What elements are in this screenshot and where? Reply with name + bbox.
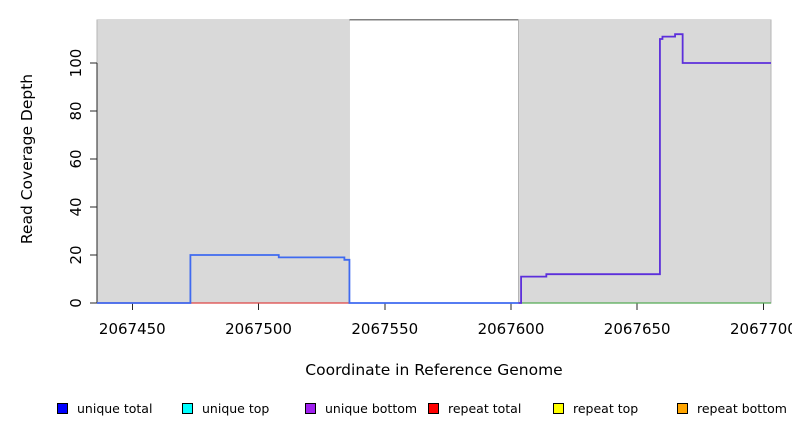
legend-swatch-repeat-total [428, 402, 439, 414]
legend-label: unique bottom [325, 400, 418, 416]
y-tick-label: 60 [67, 149, 85, 168]
legend-label: unique total [77, 400, 153, 416]
gap-region-middle [349, 19, 519, 304]
legend-swatch-unique-bottom [305, 402, 316, 414]
legend-label: unique top [202, 400, 270, 416]
legend-swatch-repeat-top [553, 402, 564, 414]
x-tick-label: 2067550 [351, 320, 418, 338]
legend-swatch-unique-top [182, 402, 193, 414]
y-tick-label: 80 [67, 101, 85, 120]
legend-item-unique-bottom: unique bottom [305, 397, 417, 419]
legend: unique total unique top unique bottom repea… [0, 397, 792, 421]
legend-label: repeat bottom [697, 400, 787, 416]
legend-item-unique-top: unique top [182, 397, 269, 419]
y-tick-label: 100 [67, 49, 85, 78]
legend-label: repeat total [448, 400, 522, 416]
y-tick-label: 0 [67, 298, 85, 308]
series-line-unique-total [97, 254, 519, 304]
x-tick-label: 2067700 [730, 320, 792, 338]
x-tick-label: 2067650 [604, 320, 671, 338]
x-tick-label: 2067450 [99, 320, 166, 338]
legend-swatch-repeat-bottom [677, 402, 688, 414]
legend-item-unique-total: unique total [57, 397, 152, 419]
legend-item-repeat-bottom: repeat bottom [677, 397, 787, 419]
legend-label: repeat top [573, 400, 639, 416]
x-tick-label: 2067600 [478, 320, 545, 338]
y-tick-label: 40 [67, 197, 85, 216]
x-axis-label: Coordinate in Reference Genome [305, 361, 563, 379]
legend-swatch-unique-total [57, 402, 68, 414]
y-tick-label: 20 [67, 245, 85, 264]
coverage-plot: 2067450 2067500 2067550 2067600 2067650 20677… [67, 19, 792, 338]
legend-item-repeat-total: repeat total [428, 397, 521, 419]
unique-region-left [96, 19, 350, 304]
y-axis-label: Read Coverage Depth [18, 73, 36, 245]
x-tick-label: 2067500 [225, 320, 292, 338]
legend-item-repeat-top: repeat top [553, 397, 638, 419]
series-line-unique-bottom [518, 33, 771, 304]
